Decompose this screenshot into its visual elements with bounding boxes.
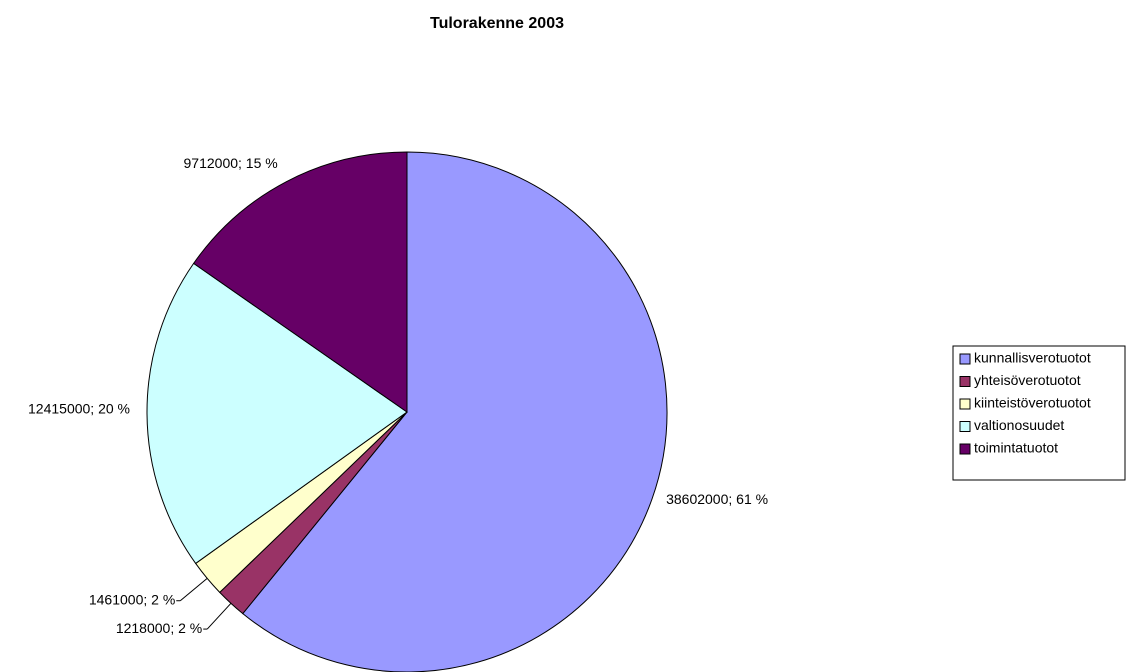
data-label: 1461000; 2 % [89,591,175,607]
legend-label: yhteisöverotuotot [974,372,1081,388]
legend-label: valtionosuudet [974,417,1064,433]
legend-swatch [959,443,971,455]
legend-swatch [959,376,971,387]
data-label: 12415000; 20 % [28,401,130,417]
data-label: 1218000; 2 % [116,620,202,636]
pie-slice [192,151,408,413]
pie-slice [242,151,668,672]
legend-label: kunnallisverotuotot [974,350,1091,366]
leader-line [179,577,208,602]
data-label: 9712000; 15 % [184,155,278,171]
legend-swatch [959,353,971,365]
pie-slice [146,262,408,565]
chart-title: Tulorakenne 2003 [430,15,564,32]
legend-label: kiinteistöverotuotot [974,395,1091,411]
data-label: 38602000; 61 % [666,491,768,507]
leader-line [206,602,232,630]
legend-swatch [959,421,971,432]
legend-label: toimintatuotot [974,440,1058,456]
legend-swatch [959,398,971,410]
legend-box [952,345,1126,481]
